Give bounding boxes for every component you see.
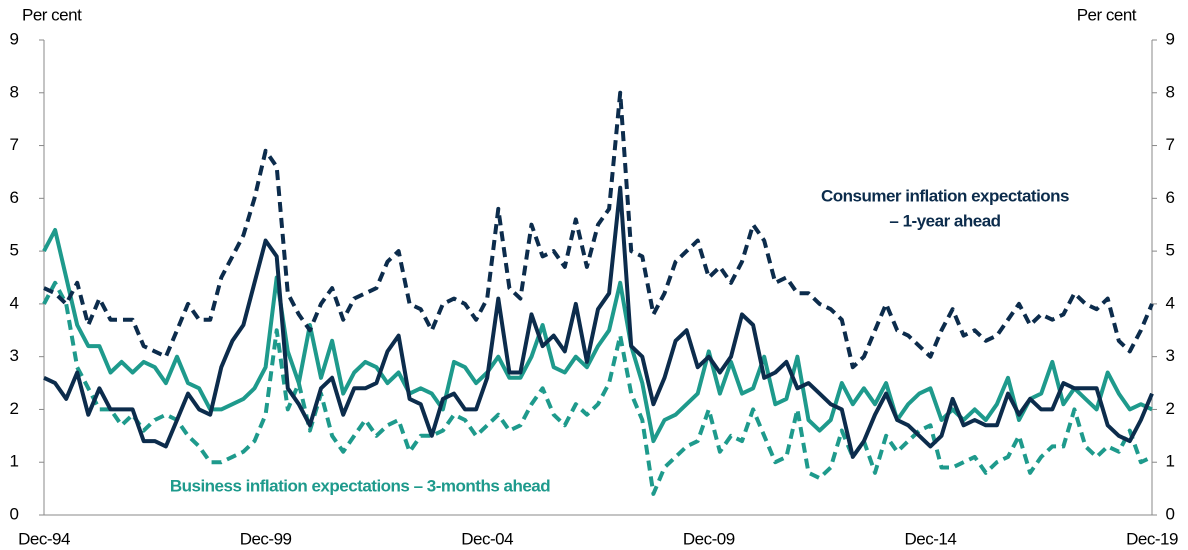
series-line — [42, 228, 1153, 444]
y-tick-label: 9 — [10, 29, 19, 48]
y-tick-label: 2 — [10, 399, 19, 418]
x-tick-label: Dec-09 — [683, 529, 735, 548]
y2-tick-label: 2 — [1166, 399, 1175, 418]
y2-tick-label: 1 — [1166, 452, 1175, 471]
y2-tick-label: 5 — [1166, 241, 1175, 260]
y-tick-label: 5 — [10, 241, 19, 260]
y2-tick-label: 4 — [1166, 293, 1175, 312]
x-tick-label: Dec-94 — [18, 529, 70, 548]
y2-tick-label: 6 — [1166, 188, 1175, 207]
y-tick-label: 7 — [10, 135, 19, 154]
annotation: Business inflation expectations – 3-mont… — [170, 476, 550, 495]
y-tick-label: 4 — [10, 293, 19, 312]
y2-axis-label: Per cent — [1077, 5, 1137, 24]
x-tick-label: Dec-04 — [461, 529, 513, 548]
annotation: – 1-year ahead — [889, 211, 1000, 230]
y-axis-label: Per cent — [22, 5, 82, 24]
y2-tick-label: 8 — [1166, 82, 1175, 101]
y-tick-label: 0 — [10, 504, 19, 523]
y2-tick-label: 7 — [1166, 135, 1175, 154]
series-line — [43, 185, 1154, 459]
x-tick-label: Dec-19 — [1126, 529, 1178, 548]
y2-tick-label: 3 — [1166, 346, 1175, 365]
series-line — [43, 90, 1154, 370]
annotation: Consumer inflation expectations — [821, 186, 1069, 205]
y-tick-label: 1 — [10, 452, 19, 471]
y-tick-label: 3 — [10, 346, 19, 365]
series-line — [42, 280, 1153, 496]
y2-tick-label: 0 — [1166, 504, 1175, 523]
y-tick-label: 6 — [10, 188, 19, 207]
y-tick-label: 8 — [10, 82, 19, 101]
x-tick-label: Dec-14 — [904, 529, 956, 548]
x-tick-label: Dec-99 — [240, 529, 292, 548]
y2-tick-label: 9 — [1166, 29, 1175, 48]
